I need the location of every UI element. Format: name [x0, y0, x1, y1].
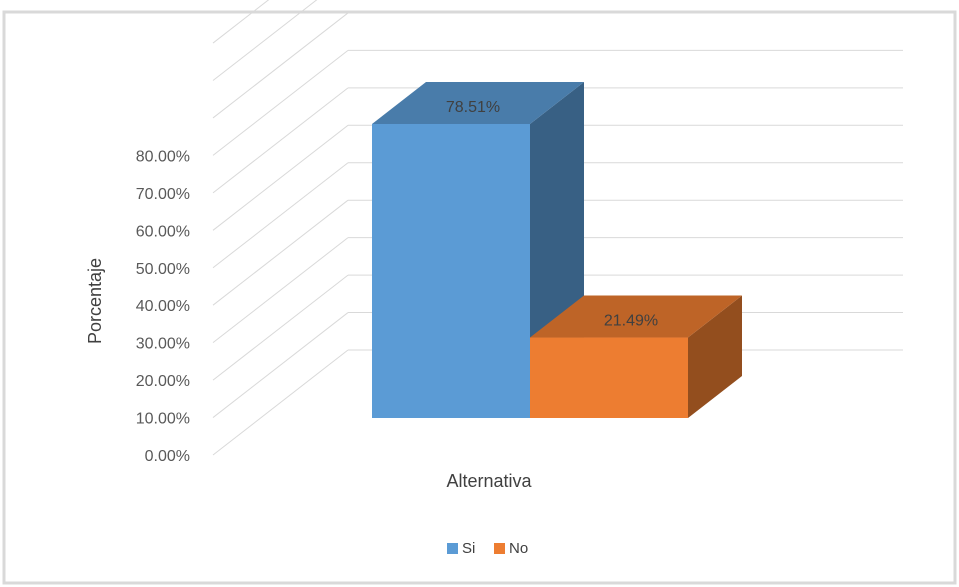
gridline-depth	[212, 12, 349, 119]
y-axis-tick-labels: 0.00% 10.00% 20.00% 30.00% 40.00% 50.00% 60.00…	[136, 148, 190, 465]
y-tick-label: 40.00%	[136, 298, 190, 315]
data-label: 78.51%	[446, 99, 500, 116]
gridline-depth	[212, 0, 318, 81]
legend-item-label: Si	[462, 540, 475, 557]
legend-item-label: No	[509, 540, 528, 557]
bar-no	[530, 295, 742, 418]
gridline-depth	[212, 124, 349, 231]
y-tick-label: 60.00%	[136, 223, 190, 240]
bar-top	[530, 295, 742, 338]
x-axis-title: Alternativa	[446, 471, 532, 491]
bar-front	[372, 123, 530, 419]
y-axis-title: Porcentaje	[85, 258, 105, 344]
legend: Si No	[447, 540, 528, 557]
bars	[372, 81, 742, 419]
gridline-depth	[212, 87, 349, 194]
gridline-depth	[212, 349, 349, 456]
gridline-depth	[212, 199, 349, 306]
y-tick-label: 20.00%	[136, 373, 190, 390]
data-labels: 78.51% 21.49%	[446, 99, 658, 330]
y-tick-label: 50.00%	[136, 261, 190, 278]
gridline-depth	[212, 162, 349, 269]
bar-top	[372, 81, 584, 124]
y-tick-label: 70.00%	[136, 186, 190, 203]
gridline-depth	[212, 312, 349, 418]
y-tick-label: 0.00%	[145, 448, 190, 465]
gridline-depth	[212, 274, 349, 381]
y-tick-label: 30.00%	[136, 336, 190, 353]
gridline-depth	[212, 50, 349, 156]
legend-swatch	[447, 543, 458, 554]
legend-swatch	[494, 543, 505, 554]
bar-front	[530, 337, 688, 418]
data-label: 21.49%	[604, 313, 658, 330]
y-tick-label: 80.00%	[136, 148, 190, 165]
gridline-depth	[212, 0, 270, 44]
y-tick-label: 10.00%	[136, 411, 190, 428]
bar-side	[688, 295, 742, 418]
gridline-depth	[212, 237, 349, 344]
